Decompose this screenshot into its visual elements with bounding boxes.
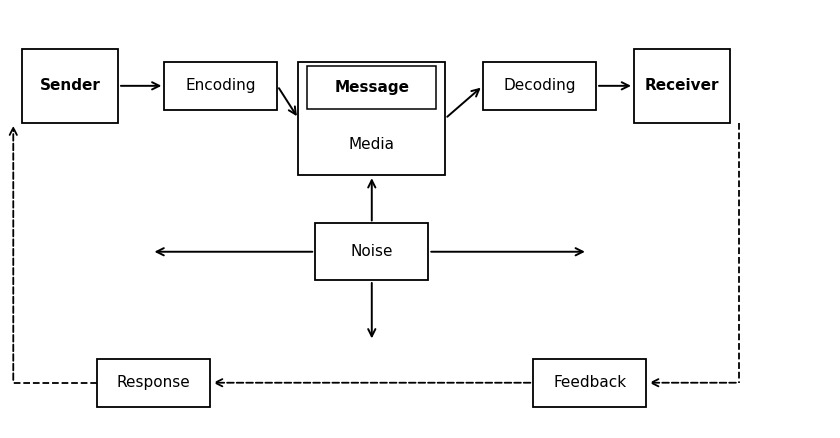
FancyBboxPatch shape [298,62,445,175]
FancyBboxPatch shape [533,359,647,407]
Text: Noise: Noise [350,244,393,259]
FancyBboxPatch shape [634,49,730,123]
Text: Media: Media [349,137,395,152]
FancyBboxPatch shape [307,67,436,110]
FancyBboxPatch shape [22,49,118,123]
Text: Decoding: Decoding [503,78,575,93]
Text: Message: Message [334,81,409,95]
FancyBboxPatch shape [97,359,210,407]
Text: Feedback: Feedback [554,375,627,390]
Text: Response: Response [117,375,191,390]
Text: Receiver: Receiver [645,78,719,93]
FancyBboxPatch shape [315,223,428,280]
Text: Sender: Sender [39,78,100,93]
FancyBboxPatch shape [483,62,596,110]
FancyBboxPatch shape [165,62,277,110]
Text: Encoding: Encoding [186,78,256,93]
